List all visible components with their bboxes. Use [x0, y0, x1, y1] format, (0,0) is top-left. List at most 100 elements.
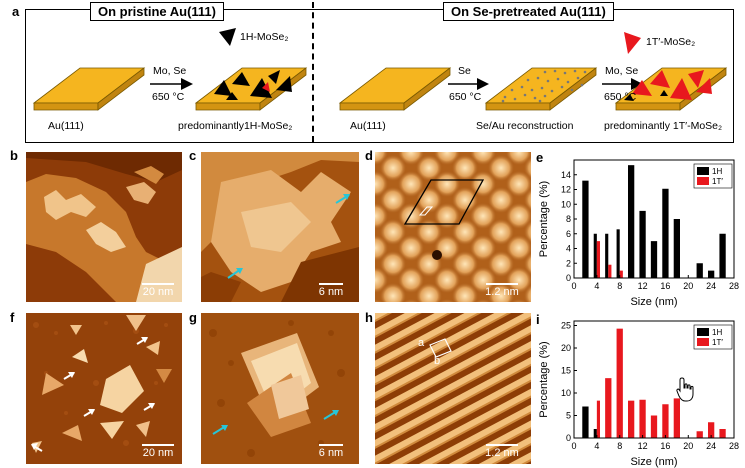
- panel-h-label: h: [365, 310, 373, 325]
- sub-1h-label: predominantly1H-MoSe₂: [178, 120, 293, 132]
- y-tick-label: 8: [566, 214, 571, 224]
- x-tick-label: 0: [571, 281, 576, 291]
- x-tick-label: 20: [683, 281, 693, 291]
- panel-i-label: i: [536, 312, 540, 327]
- x-tick-label: 24: [706, 441, 716, 451]
- panel-a: a On pristine Au(111) On Se-pretreated A…: [0, 0, 745, 145]
- bar-1H-16: [662, 188, 669, 278]
- x-tick-label: 12: [638, 281, 648, 291]
- panel-c-label: c: [189, 148, 197, 163]
- bar-1T′-4: [596, 241, 600, 278]
- legend-label-1: 1T′: [712, 338, 723, 347]
- scale-bar-c: 6 nm: [313, 283, 349, 298]
- legend-swatch-0: [697, 167, 709, 175]
- y-axis-label: Percentage (%): [538, 181, 550, 257]
- plot-frame: [573, 320, 735, 439]
- x-tick-label: 4: [594, 281, 599, 291]
- stm-image-c: [201, 152, 359, 302]
- legend-swatch-1: [697, 338, 709, 346]
- y-tick-label: 0: [566, 433, 571, 443]
- bar-1H-14: [650, 241, 658, 278]
- bar-1H-12: [639, 210, 646, 278]
- bar-1H-4: [593, 233, 597, 278]
- bar-1H-4: [593, 429, 597, 438]
- au-substrate-slab-1: [32, 67, 146, 111]
- y-tick-label: 14: [561, 170, 571, 180]
- bar-1H-6: [605, 233, 609, 278]
- mose2-1t-slab: [614, 67, 728, 111]
- sub-au2-label: Au(111): [350, 120, 386, 132]
- histogram-i: 0 4 8 12 16 20 24 28 0 5 10 15 20 25 Size (nm) Percenta…: [538, 320, 739, 468]
- y-tick-label: 10: [561, 388, 571, 398]
- sub-seau-label: Se/Au reconstruction: [476, 120, 574, 132]
- legend-1h-triangle: [219, 28, 236, 46]
- x-tick-label: 8: [617, 281, 622, 291]
- legend-1t-triangle: [624, 32, 641, 54]
- y-tick-label: 20: [561, 343, 571, 353]
- right-title: On Se-pretreated Au(111): [443, 2, 614, 21]
- y-tick-label: 5: [566, 411, 571, 421]
- y-axis-label: Percentage (%): [538, 341, 550, 417]
- x-tick-label: 8: [617, 441, 622, 451]
- legend-label-0: 1H: [712, 167, 722, 176]
- mose2-1h-slab: [194, 67, 308, 111]
- x-tick-label: 28: [729, 441, 739, 451]
- y-tick-label: 12: [561, 185, 571, 195]
- panel-d-label: d: [365, 148, 373, 163]
- panel-g-label: g: [189, 310, 197, 325]
- lattice-label-b: b: [434, 355, 441, 367]
- bar-1T′-26: [719, 429, 726, 438]
- legend-label-0: 1H: [712, 328, 722, 337]
- stm-image-h: a b: [375, 313, 531, 464]
- scale-bar-h: 1.2 nm: [480, 444, 524, 459]
- bar-1H-10: [628, 165, 635, 278]
- scale-bar-d: 1.2 nm: [480, 283, 524, 298]
- bar-1H-24: [708, 270, 715, 278]
- arrow2-top-label: Se: [458, 65, 471, 77]
- legend-label-1: 1T′: [712, 177, 723, 186]
- arrow1-bottom-label: 650 °C: [152, 91, 185, 103]
- arrow1-top-label: Mo, Se: [153, 65, 187, 77]
- legend-swatch-0: [697, 328, 709, 336]
- panel-a-label: a: [12, 4, 20, 19]
- legend-1t-label: 1T′-MoSe₂: [646, 36, 696, 48]
- x-tick-label: 16: [660, 281, 670, 291]
- scale-bar-g: 6 nm: [313, 444, 349, 459]
- bar-1H-18: [673, 219, 680, 278]
- bar-1T′-22: [696, 431, 703, 438]
- section-divider: [312, 2, 314, 142]
- y-tick-label: 2: [566, 258, 571, 268]
- bar-1T′-4: [596, 400, 600, 438]
- y-tick-label: 15: [561, 366, 571, 376]
- stm-image-b: [26, 152, 182, 302]
- y-tick-label: 10: [561, 199, 571, 209]
- y-tick-label: 6: [566, 229, 571, 239]
- y-tick-label: 0: [566, 273, 571, 283]
- bar-1T′-16: [662, 404, 669, 438]
- stm-image-d: [375, 152, 531, 302]
- bar-1T′-14: [650, 415, 658, 438]
- x-tick-label: 20: [683, 441, 693, 451]
- bar-1H-2: [582, 180, 589, 278]
- bar-1T′-18: [673, 398, 680, 438]
- y-tick-label: 4: [566, 244, 571, 254]
- arrow2-bottom-label: 650 °C: [449, 91, 482, 103]
- bar-1H-26: [719, 233, 726, 278]
- arrow3-top-label: Mo, Se: [605, 65, 639, 77]
- bar-1T′-6: [605, 378, 612, 438]
- lattice-label-a: a: [418, 337, 425, 349]
- arrow3-bottom-label: 650 °C: [604, 91, 637, 103]
- bar-1T′-12: [639, 399, 646, 438]
- x-tick-label: 12: [638, 441, 648, 451]
- y-tick-label: 25: [561, 321, 571, 331]
- bar-1T′-8: [619, 270, 623, 278]
- x-tick-label: 4: [594, 441, 599, 451]
- panel-b-label: b: [10, 148, 18, 163]
- bar-1T′-10: [628, 400, 635, 438]
- x-tick-label: 24: [706, 281, 716, 291]
- schematic-frame: [25, 9, 734, 143]
- panel-f-label: f: [10, 310, 15, 325]
- scale-bar-b: 20 nm: [138, 283, 178, 298]
- bar-1T′-24: [708, 422, 715, 438]
